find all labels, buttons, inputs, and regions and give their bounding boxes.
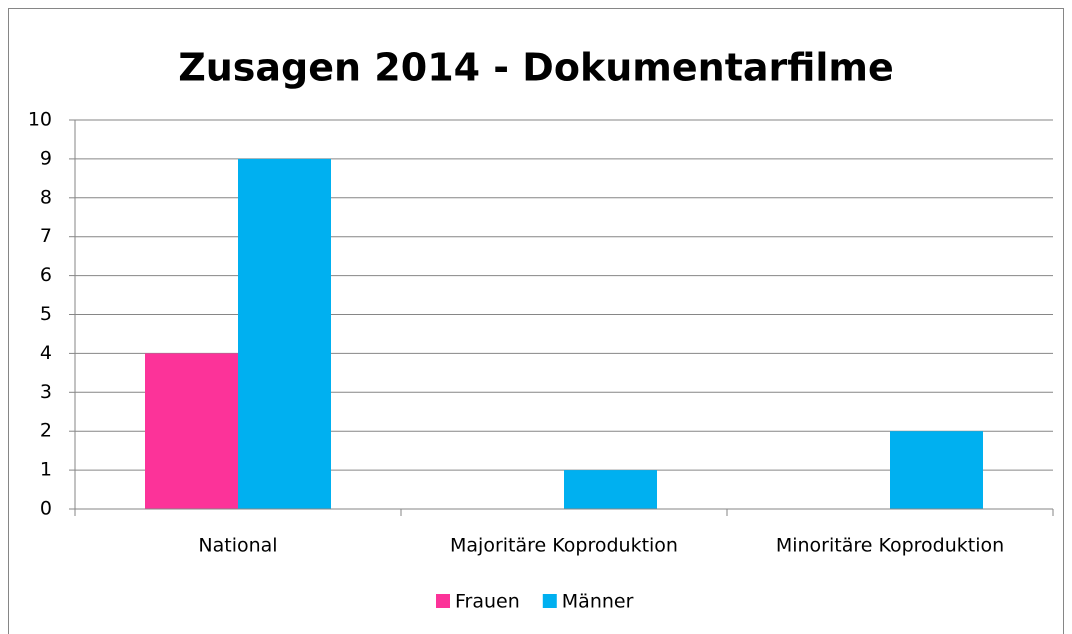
y-tick-label: 1 (40, 459, 52, 481)
y-tick-label: 5 (40, 303, 52, 325)
y-tick-label: 6 (40, 264, 52, 286)
chart-title: Zusagen 2014 - Dokumentarfilme (178, 46, 894, 90)
x-tick-label: Minoritäre Koproduktion (776, 535, 1004, 557)
y-tick-label: 10 (28, 109, 52, 131)
bar (890, 431, 983, 509)
y-tick-label: 9 (40, 147, 52, 169)
y-tick-label: 2 (40, 420, 52, 442)
y-tick-label: 7 (40, 225, 52, 247)
chart-border (8, 8, 1064, 634)
x-tick-label: National (198, 535, 277, 557)
y-tick-label: 4 (40, 342, 52, 364)
bar (238, 158, 331, 509)
x-tick-label: Majoritäre Koproduktion (450, 535, 678, 557)
legend-label: Frauen (455, 591, 520, 613)
y-tick-label: 0 (40, 498, 52, 520)
legend-swatch (542, 594, 557, 608)
bar (564, 470, 657, 509)
legend-label: Männer (562, 591, 634, 613)
y-tick-label: 3 (40, 381, 52, 403)
y-tick-label: 8 (40, 186, 52, 208)
legend-swatch (436, 594, 450, 608)
bar (145, 353, 238, 509)
